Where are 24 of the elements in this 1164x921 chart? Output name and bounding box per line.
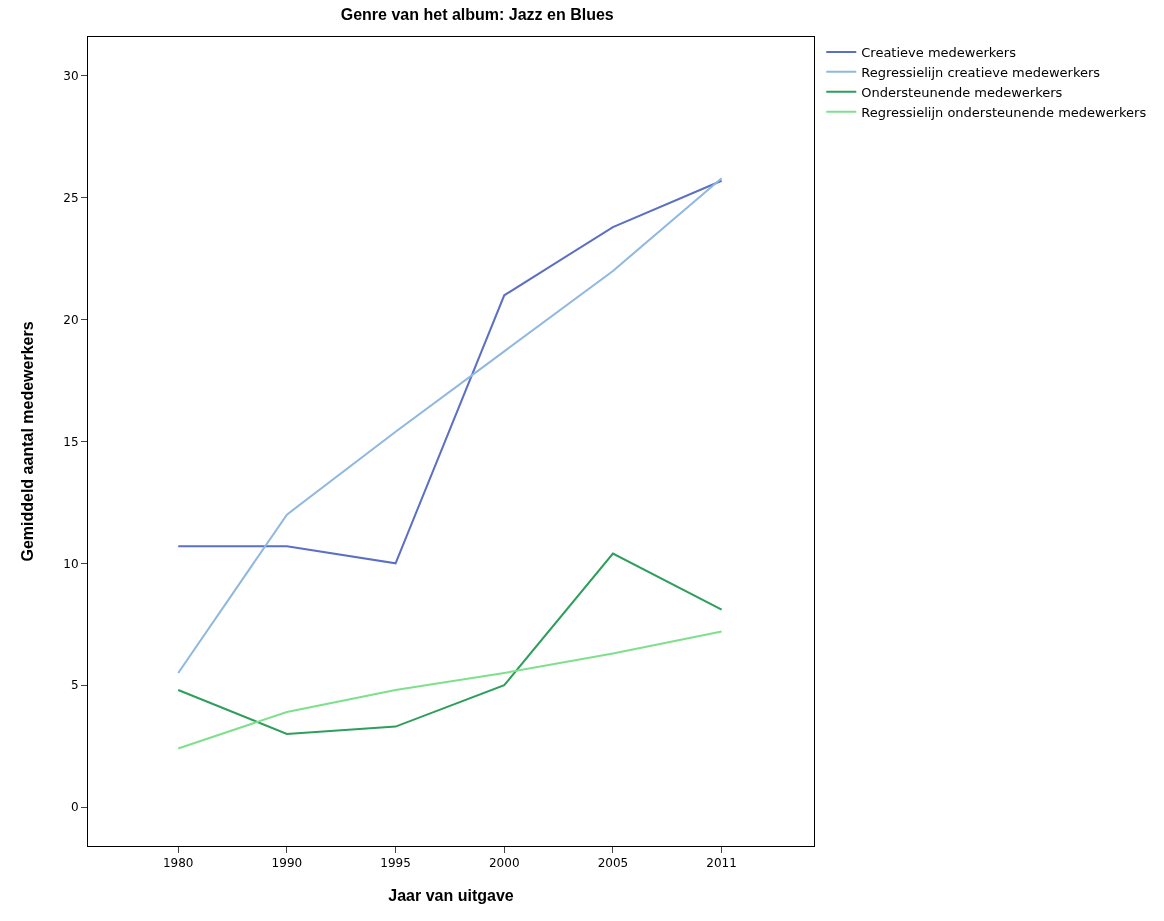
x-axis-title: Jaar van uitgave bbox=[388, 887, 514, 905]
y-axis-title: Gemiddeld aantal medewerkers bbox=[19, 321, 37, 562]
line-series bbox=[177, 630, 723, 750]
x-tick-label: 2000 bbox=[488, 856, 520, 871]
y-tick-label: 30 bbox=[63, 69, 79, 84]
y-tick-label: 0 bbox=[70, 800, 79, 815]
y-tick-label: 5 bbox=[70, 678, 79, 693]
x-tick-label: 1995 bbox=[380, 856, 411, 871]
y-tick-label: 15 bbox=[63, 434, 79, 449]
legend-label: Ondersteunende medewerkers bbox=[861, 84, 1063, 100]
legend-label: Regressielijn ondersteunende medewerkers bbox=[861, 104, 1147, 120]
line-series bbox=[177, 552, 723, 735]
y-tick-label: 25 bbox=[63, 191, 79, 206]
x-tick-label: 1990 bbox=[271, 856, 303, 871]
line-series bbox=[177, 177, 723, 674]
chart-title: Genre van het album: Jazz en Blues bbox=[340, 6, 614, 24]
x-tick-label: 2011 bbox=[706, 856, 737, 871]
y-tick-label: 10 bbox=[63, 556, 79, 571]
y-tick-label: 20 bbox=[63, 312, 79, 327]
legend-label: Regressielijn creatieve medewerkers bbox=[861, 64, 1101, 80]
legend-label: Creatieve medewerkers bbox=[861, 45, 1017, 61]
x-tick-label: 1980 bbox=[162, 856, 194, 871]
line-series bbox=[177, 179, 723, 565]
x-tick-label: 2005 bbox=[597, 856, 629, 871]
